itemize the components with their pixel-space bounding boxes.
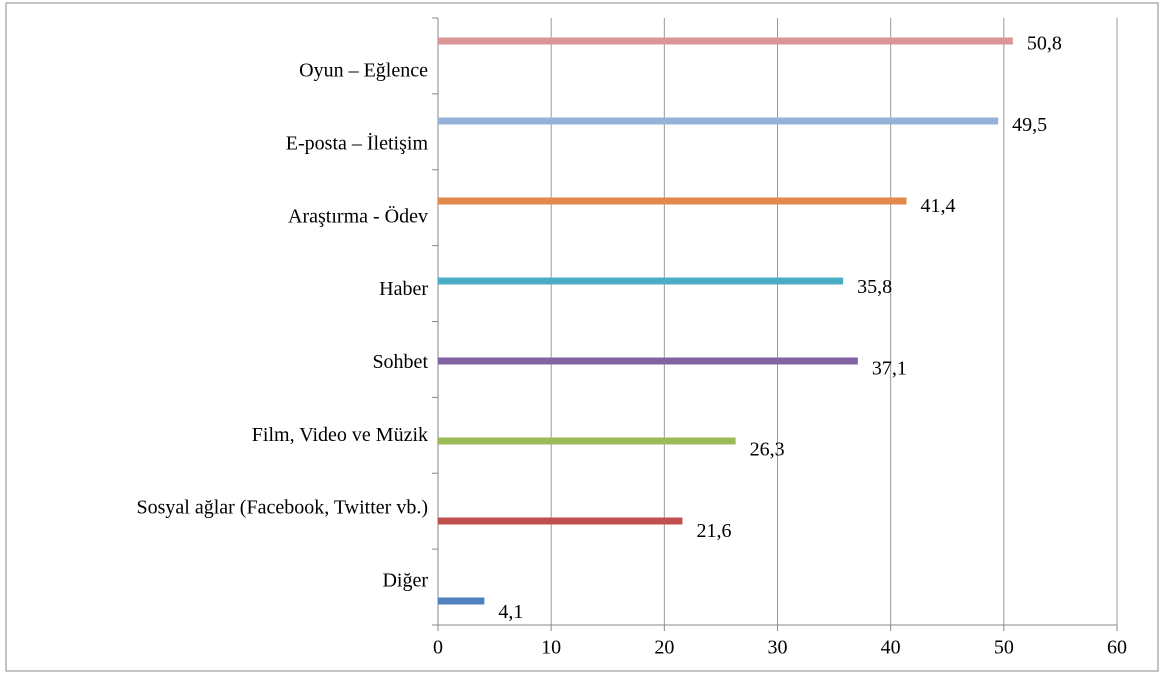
chart-frame (5, 2, 1159, 672)
data-label: 49,5 (1012, 114, 1047, 136)
bar (438, 517, 683, 525)
x-tick-label: 40 (881, 637, 901, 659)
x-tick-label: 20 (654, 637, 674, 659)
data-label: 37,1 (872, 357, 907, 379)
x-tick-label: 0 (433, 637, 443, 659)
bar (438, 597, 485, 605)
y-tick-label: Sosyal ağlar (Facebook, Twitter vb.) (137, 497, 429, 519)
y-tick-label: Haber (379, 278, 428, 300)
bar (438, 117, 999, 125)
x-tick-label: 10 (541, 637, 561, 659)
y-tick-label: Film, Video ve Müzik (252, 424, 428, 446)
data-label: 4,1 (498, 601, 523, 623)
data-label: 41,4 (921, 195, 956, 217)
x-tick-label: 30 (768, 637, 788, 659)
bar (438, 357, 858, 365)
bar (438, 277, 844, 285)
data-label: 35,8 (857, 276, 892, 298)
data-label: 21,6 (696, 520, 731, 542)
bar (438, 37, 1013, 45)
y-tick-label: Oyun – Eğlence (299, 60, 428, 82)
y-tick-label: Diğer (382, 570, 428, 592)
y-tick-label: Sohbet (372, 351, 428, 373)
bar (438, 437, 736, 445)
x-tick-label: 60 (1107, 637, 1127, 659)
x-tick-label: 50 (994, 637, 1014, 659)
y-tick-label: E-posta – İletişim (286, 131, 429, 154)
data-label: 26,3 (750, 439, 785, 461)
data-label: 50,8 (1027, 33, 1062, 55)
bar (438, 197, 907, 205)
y-tick-label: Araştırma - Ödev (288, 204, 428, 227)
